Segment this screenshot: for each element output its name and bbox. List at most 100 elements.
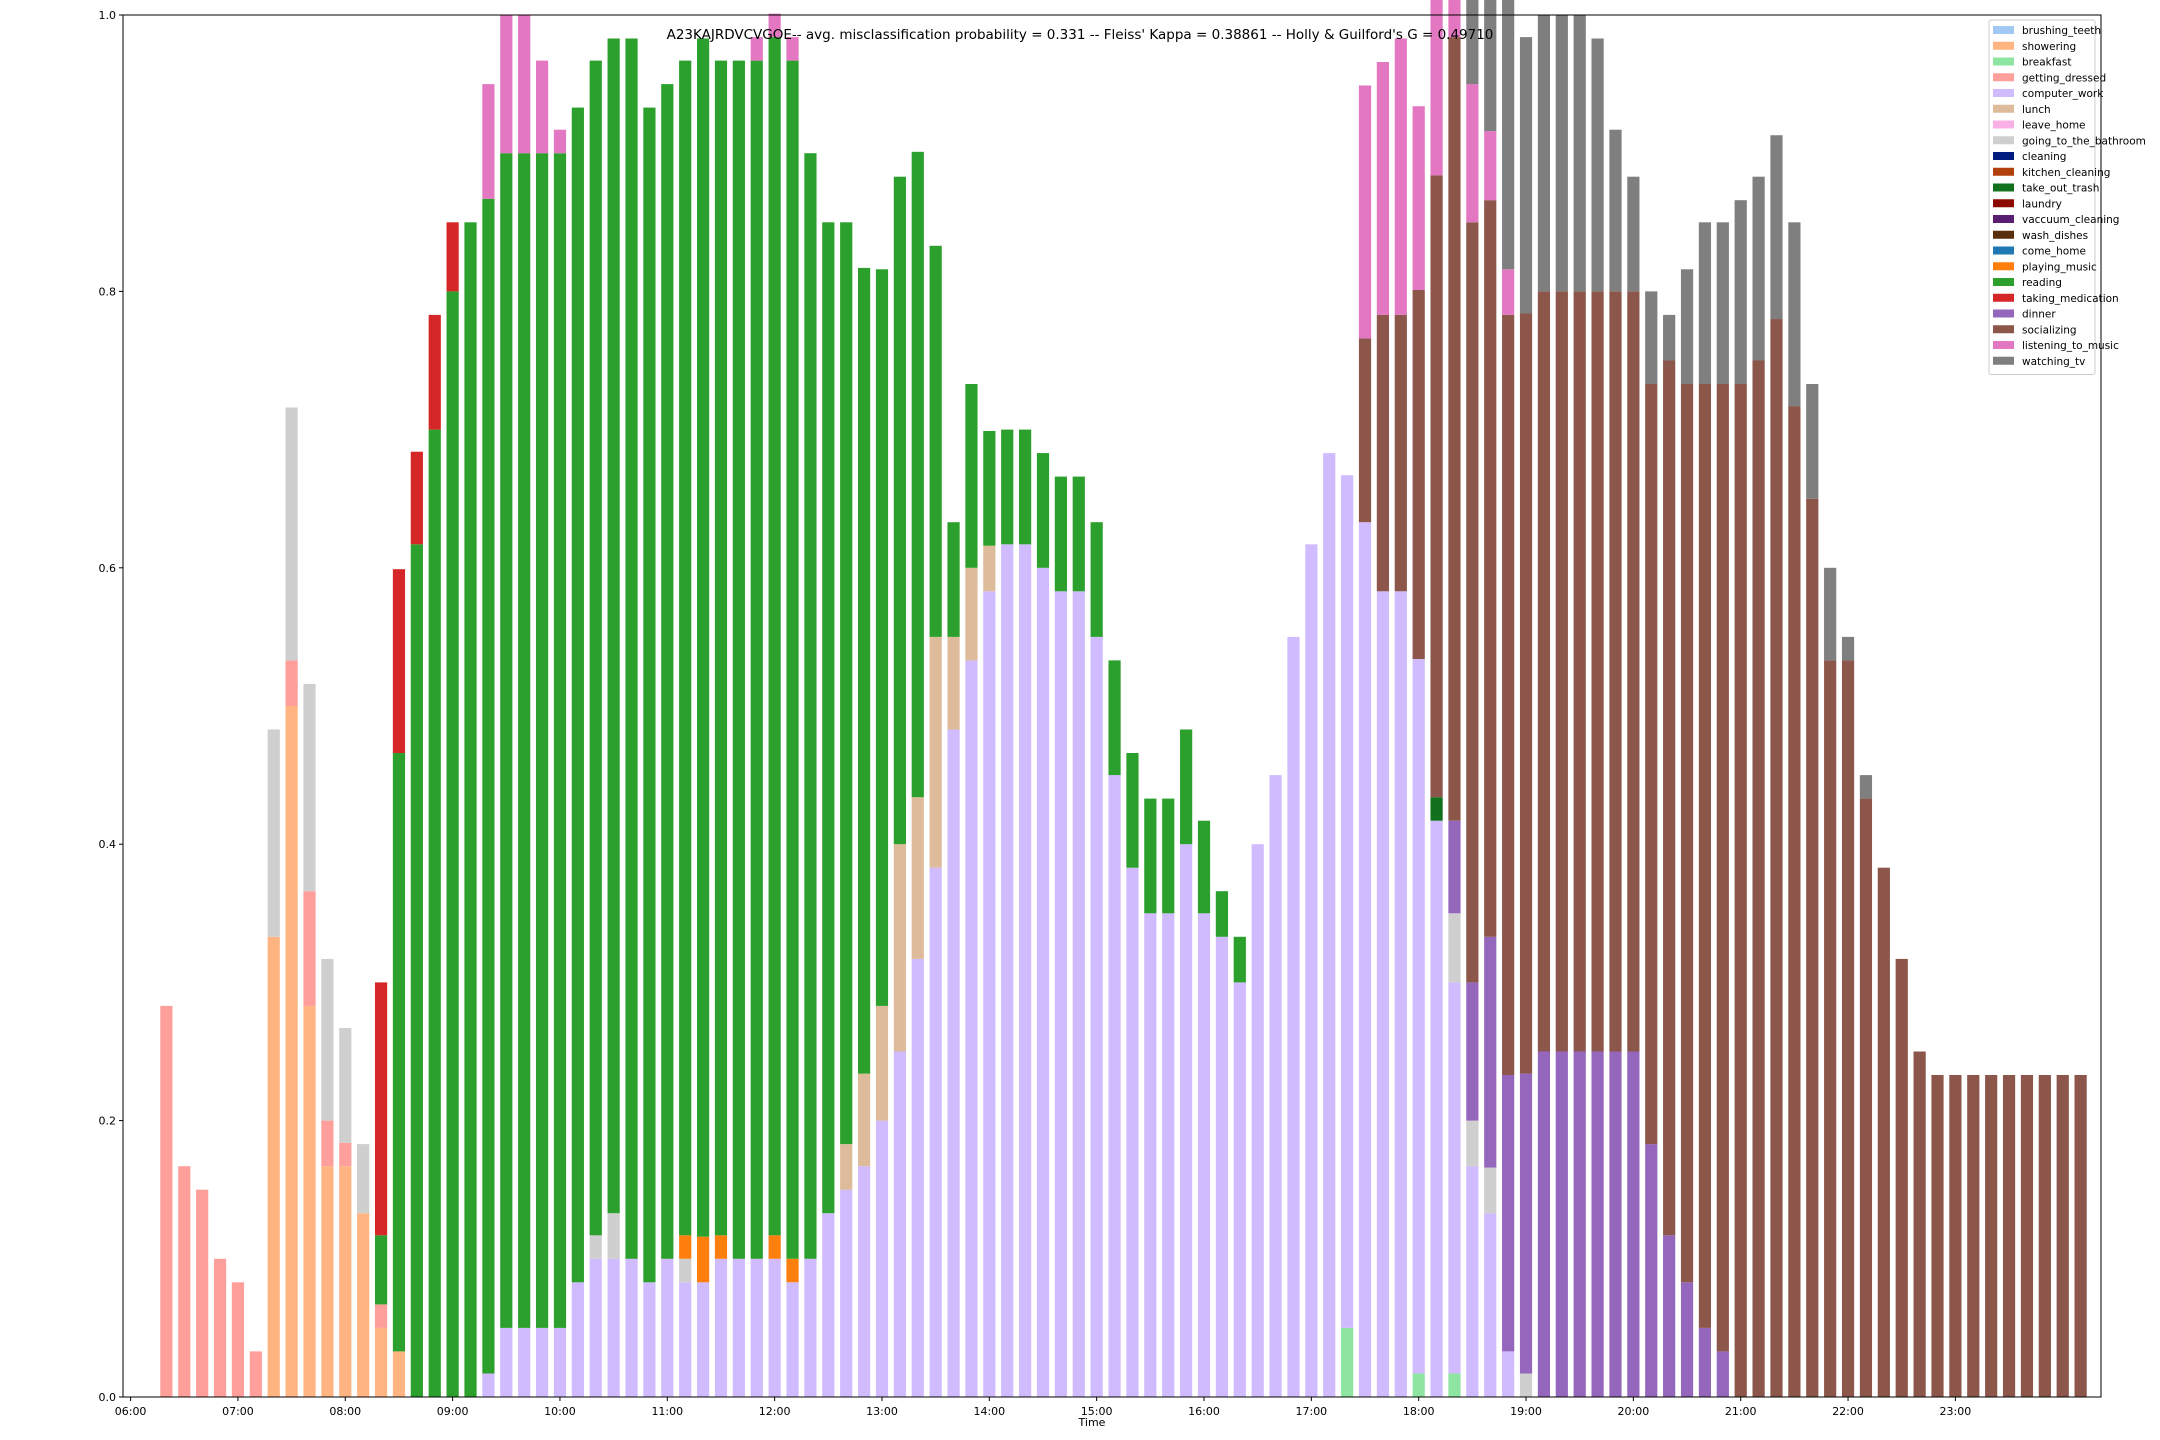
bar-lunch-47 [983, 545, 996, 592]
bar-dinner-86 [1680, 1282, 1694, 1397]
bar-socializing-103 [1985, 1074, 1998, 1397]
bar-socializing-98 [1895, 958, 1908, 1397]
bar-computer_work-44 [929, 867, 942, 1397]
bar-socializing-87 [1698, 383, 1712, 1328]
bar-playing_music-30 [679, 1235, 692, 1259]
plot-frame [122, 14, 2102, 1398]
x-axis: 06:00 07:00 08:00 09:00 10:00 11:00 12:00 13:00… [115, 1397, 1971, 1418]
bar-reading-24 [571, 107, 584, 1283]
x-tick-label: 16:00 [1188, 1405, 1220, 1418]
bar-socializing-91 [1770, 319, 1783, 1397]
bar-playing_music-36 [786, 1258, 799, 1283]
bar-computer_work-54 [1108, 775, 1121, 1397]
bar-watching_tv-81 [1591, 38, 1604, 292]
bar-breakfast-67 [1341, 1327, 1354, 1397]
legend-label-laundry: laundry [2022, 198, 2062, 210]
bar-getting_dressed-5 [231, 1282, 245, 1397]
bar-socializing-68 [1358, 338, 1372, 523]
bar-dinner-87 [1698, 1327, 1712, 1397]
x-tick-label: 07:00 [222, 1405, 254, 1418]
bar-going_to_the_bathroom-9 [303, 683, 316, 892]
bar-lunch-41 [875, 1005, 889, 1121]
bar-computer_work-73 [1448, 982, 1461, 1374]
bar-listening_to_music-36 [786, 37, 799, 61]
bar-watching_tv-87 [1698, 222, 1712, 384]
bar-getting_dressed-1 [160, 1005, 173, 1397]
bar-socializing-72 [1430, 175, 1443, 798]
bar-computer_work-46 [965, 660, 978, 1397]
bar-reading-13 [374, 1235, 388, 1305]
y-tick-label: 0.4 [99, 838, 117, 851]
bar-socializing-99 [1913, 1051, 1926, 1397]
bar-watching_tv-90 [1752, 176, 1765, 361]
bar-reading-17 [446, 291, 459, 1397]
bar-getting_dressed-2 [178, 1166, 191, 1397]
bar-watching_tv-76 [1502, 0, 1515, 270]
bar-taking_medication-15 [410, 451, 423, 545]
legend-swatch-showering [1993, 41, 2014, 50]
bar-computer_work-71 [1412, 659, 1425, 1374]
x-tick-label: 13:00 [866, 1405, 898, 1418]
bar-reading-19 [482, 198, 495, 1374]
bar-dinner-74 [1466, 982, 1479, 1121]
bar-computer_work-68 [1358, 522, 1372, 1397]
legend-box [1988, 19, 2096, 375]
x-tick-label: 17:00 [1295, 1405, 1327, 1418]
bar-reading-26 [607, 38, 620, 1214]
bar-computer_work-28 [643, 1282, 656, 1397]
bar-computer_work-31 [696, 1282, 710, 1397]
bar-socializing-101 [1949, 1074, 1962, 1397]
bar-socializing-104 [2002, 1074, 2016, 1397]
bar-watching_tv-92 [1788, 222, 1801, 407]
bar-going_to_the_bathroom-26 [607, 1213, 620, 1259]
x-tick-label: 23:00 [1940, 1405, 1972, 1418]
bar-lunch-46 [965, 567, 978, 661]
legend-swatch-watching_tv [1993, 356, 2014, 365]
bar-reading-59 [1197, 820, 1211, 914]
bar-socializing-93 [1806, 498, 1819, 1397]
bar-computer_work-48 [1001, 544, 1014, 1397]
legend-swatch-vaccuum_cleaning [1993, 215, 2014, 223]
bar-reading-46 [965, 383, 978, 568]
bar-reading-48 [1001, 429, 1014, 545]
legend-label-showering: showering [2022, 41, 2076, 53]
legend-label-computer_work: computer_work [2022, 88, 2104, 100]
x-tick-label: 06:00 [115, 1405, 147, 1418]
bar-listening_to_music-69 [1376, 61, 1390, 315]
bar-breakfast-71 [1412, 1373, 1425, 1397]
legend-swatch-dinner [1993, 309, 2014, 318]
bar-computer_work-42 [893, 1051, 906, 1397]
bar-reading-57 [1162, 798, 1175, 914]
bar-socializing-70 [1394, 314, 1407, 592]
x-tick-label: 20:00 [1618, 1405, 1650, 1418]
bar-reading-61 [1233, 936, 1246, 983]
bar-computer_work-45 [947, 729, 960, 1397]
bar-computer_work-67 [1341, 475, 1354, 1328]
bar-reading-39 [840, 222, 853, 1145]
bar-socializing-92 [1788, 406, 1801, 1397]
bar-reading-41 [875, 269, 889, 1006]
bar-socializing-79 [1555, 291, 1568, 1052]
bar-computer_work-36 [786, 1282, 799, 1397]
bar-listening_to_music-76 [1502, 269, 1515, 315]
legend-label-leave_home: leave_home [2022, 120, 2086, 132]
bar-socializing-105 [2020, 1074, 2034, 1397]
bar-watching_tv-91 [1770, 135, 1783, 320]
bar-getting_dressed-3 [196, 1189, 209, 1397]
bar-going_to_the_bathroom-25 [589, 1235, 602, 1259]
legend-label-kitchen_cleaning: kitchen_cleaning [2022, 167, 2110, 179]
legend: brushing_teeth showering breakfast getting_… [1988, 19, 2146, 375]
bar-reading-44 [929, 245, 942, 637]
bar-computer_work-22 [535, 1327, 549, 1397]
bar-watching_tv-95 [1841, 636, 1855, 661]
bar-dinner-84 [1645, 1144, 1658, 1397]
bar-reading-50 [1036, 453, 1050, 568]
legend-label-brushing_teeth: brushing_teeth [2022, 25, 2101, 37]
bar-computer_work-33 [732, 1258, 745, 1397]
bar-going_to_the_bathroom-73 [1448, 913, 1461, 983]
bar-socializing-90 [1752, 360, 1765, 1397]
bar-computer_work-72 [1430, 820, 1443, 1397]
bar-listening_to_music-34 [750, 37, 763, 61]
legend-swatch-lunch [1993, 104, 2014, 113]
bar-reading-29 [661, 84, 674, 1259]
